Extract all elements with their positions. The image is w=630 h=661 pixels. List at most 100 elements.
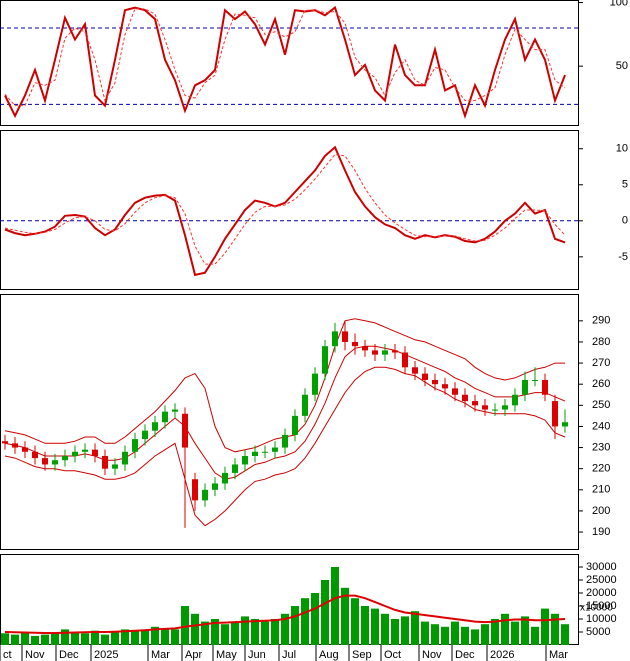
x-tick-label: 2025 [94, 649, 118, 661]
volume-bar [101, 634, 109, 645]
candle-body [442, 384, 448, 389]
candle-body [492, 409, 498, 411]
volume-bar [71, 632, 79, 645]
candle-body [472, 401, 478, 406]
candle-body [422, 373, 428, 380]
volume-bar [481, 624, 489, 645]
volume-bar [471, 629, 479, 645]
candle-body [42, 458, 48, 465]
x-tick-label: Mar [549, 649, 568, 661]
y-tick-label: 50 [616, 60, 628, 72]
candle-body [542, 379, 548, 395]
volume-bar [451, 621, 459, 645]
candle-body [502, 405, 508, 410]
candle-body [452, 388, 458, 395]
candle-body [2, 441, 8, 444]
volume-bar [211, 619, 219, 645]
volume-bar [31, 635, 39, 645]
candle-body [192, 479, 198, 501]
x-tick-label: May [216, 649, 237, 661]
volume-bar [381, 613, 389, 645]
y-tick-label: 250 [592, 399, 610, 411]
candle-body [332, 331, 338, 347]
x-tick-label: Aug [319, 649, 339, 661]
y-tick-label: 5000 [586, 626, 610, 638]
candle-body [62, 456, 68, 461]
volume-bar [321, 580, 329, 645]
y-tick-label: 25000 [586, 574, 617, 586]
volume-bar [411, 611, 419, 645]
volume-ma-line [4, 594, 566, 634]
y-tick-label: 10 [616, 143, 628, 155]
candle-body [322, 346, 328, 374]
x-tick-label: Mar [151, 649, 170, 661]
volume-bar [351, 598, 359, 645]
candle-body [382, 350, 388, 355]
volume-bar [421, 621, 429, 645]
y-tick-label: 240 [592, 420, 610, 432]
x-tick-label: ct [3, 649, 12, 661]
volume-bar [561, 624, 569, 645]
candle-body [342, 331, 348, 342]
candle-body [562, 422, 568, 427]
volume-bar [241, 616, 249, 645]
volume-bar [441, 626, 449, 645]
candle-body [352, 341, 358, 347]
volume-bar [501, 613, 509, 645]
x-tick-label: Jul [282, 649, 296, 661]
volume-bar [541, 608, 549, 645]
volume-bar [461, 626, 469, 645]
candle-body [552, 401, 558, 427]
candle-body [392, 350, 398, 353]
candle-body [532, 379, 538, 381]
panel-frame [0, 554, 579, 645]
candle-body [162, 411, 168, 423]
volume-bar [51, 633, 59, 645]
band-line [4, 366, 566, 527]
candle-body [362, 346, 368, 351]
candle-body [402, 352, 408, 368]
indicator-line [4, 145, 566, 277]
volume-bar [61, 629, 69, 645]
volume-bar [531, 626, 539, 645]
candle-body [72, 451, 78, 457]
volume-bar [1, 633, 9, 645]
candle-body [112, 464, 118, 469]
y-tick-label: 100 [610, 0, 628, 8]
volume-bar [271, 619, 279, 645]
candle-body [412, 367, 418, 374]
panel-frame [0, 0, 579, 126]
x-tick-label: Nov [422, 649, 442, 661]
volume-bar [491, 619, 499, 645]
panel-frame [0, 294, 579, 550]
y-tick-label: 10000 [586, 613, 617, 625]
candle-body [122, 451, 128, 465]
y-tick-label: 260 [592, 378, 610, 390]
volume-bar [521, 616, 529, 645]
volume-bar [511, 621, 519, 645]
candle-body [282, 434, 288, 448]
y-tick-label: 20000 [586, 587, 617, 599]
x-tick-label: Apr [185, 649, 202, 661]
volume-bar [141, 629, 149, 645]
y-tick-label: 30000 [586, 561, 617, 573]
candle-body [432, 379, 438, 385]
volume-bar [151, 626, 159, 645]
candle-body [182, 413, 188, 448]
x-tick-label: Dec [455, 649, 475, 661]
candle-body [222, 472, 228, 484]
y-tick-label: 230 [592, 441, 610, 453]
volume-bar [371, 608, 379, 645]
candle-body [92, 449, 98, 457]
volume-bar [361, 606, 369, 645]
x-tick-label: Oct [384, 649, 401, 661]
volume-bar [391, 619, 399, 645]
volume-bar [91, 630, 99, 645]
x-tick-label: 2026 [490, 649, 514, 661]
candle-body [152, 422, 158, 431]
y-tick-label: 290 [592, 315, 610, 327]
candle-body [272, 447, 278, 452]
x-tick-label: Sep [352, 649, 372, 661]
volume-bar [191, 613, 199, 645]
